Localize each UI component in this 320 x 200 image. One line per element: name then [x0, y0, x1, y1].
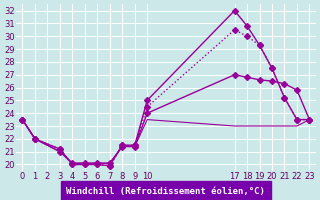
X-axis label: Windchill (Refroidissement éolien,°C): Windchill (Refroidissement éolien,°C): [67, 187, 265, 196]
